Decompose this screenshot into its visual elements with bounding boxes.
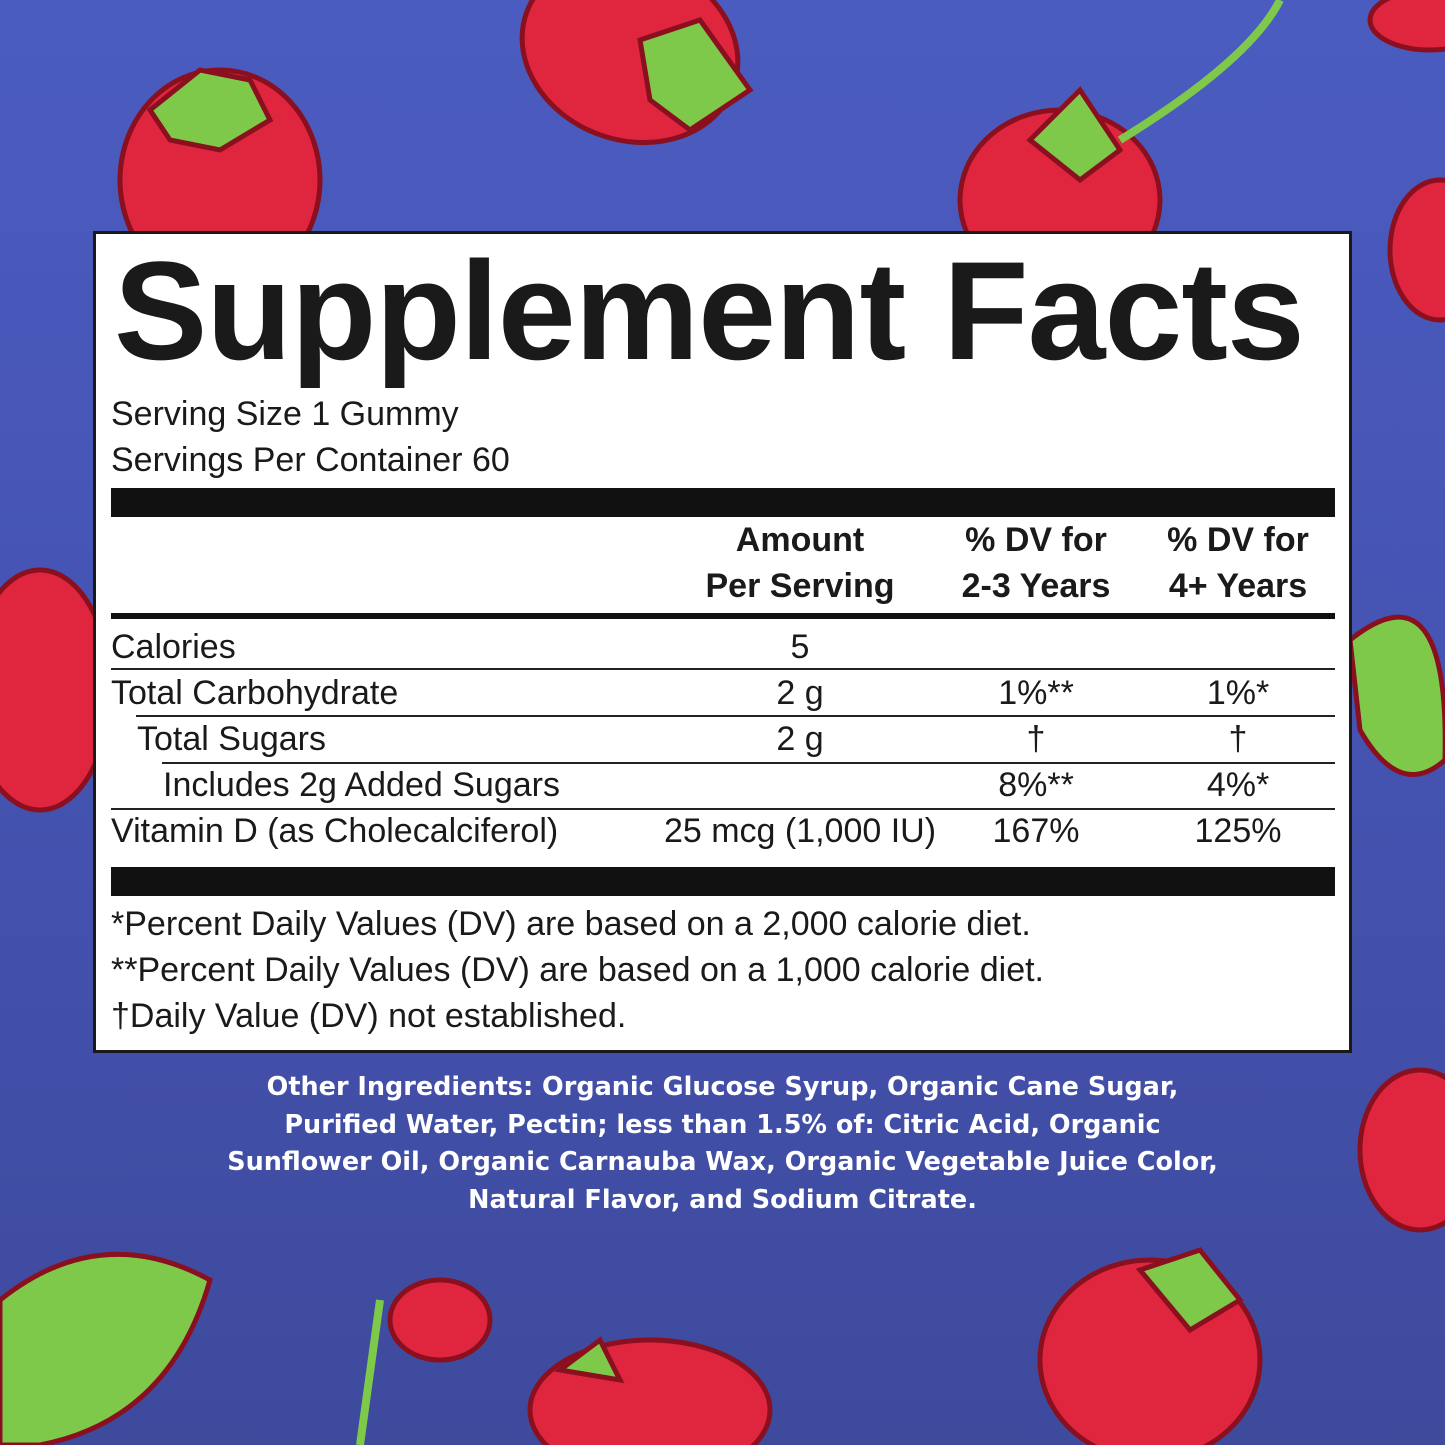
footnote: **Percent Daily Values (DV) are based on… [111,951,1044,989]
row-dv-2-3: 1%** [998,674,1074,712]
ingredients-line: Natural Flavor, and Sodium Citrate. [468,1184,977,1215]
page-title: Supplement Facts [114,232,1305,389]
row-name: Total Sugars [137,720,326,758]
row-dv-4: 4%* [1206,766,1270,804]
header-dv-4-line2: 4+ Years [1168,567,1308,605]
strawberry-icon [519,0,754,146]
divider-thin [111,668,1335,670]
row-dv-4: 125% [1194,812,1282,850]
row-name: Calories [111,628,236,666]
header-amount-line2: Per Serving [705,567,895,605]
row-dv-2-3: 8%** [998,766,1074,804]
divider-thick [111,867,1335,896]
row-dv-2-3: 167% [992,812,1080,850]
row-dv-4: † [1228,720,1248,758]
row-dv-4: 1%* [1206,674,1270,712]
supplement-facts-panel: Supplement Facts Serving Size 1 Gummy Se… [93,231,1352,1053]
footnote: †Daily Value (DV) not established. [111,997,627,1035]
ingredients-line: Other Ingredients: Organic Glucose Syrup… [266,1072,1179,1102]
row-dv-2-3: † [1026,720,1046,758]
strawberry-icon [1037,1247,1263,1445]
header-dv-2-3-line1: % DV for [965,521,1107,559]
row-amount: 2 g [776,674,824,712]
ingredients-line: Sunflower Oil, Organic Carnauba Wax, Org… [227,1147,1218,1177]
divider-thin [162,762,1335,764]
row-name: Vitamin D (as Cholecalciferol) [111,812,559,850]
row-name: Total Carbohydrate [111,674,399,712]
header-dv-4-line1: % DV for [1167,521,1309,559]
footnote: *Percent Daily Values (DV) are based on … [111,905,1031,943]
divider-medium [111,613,1335,619]
header-dv-2-3-line2: 2-3 Years [961,567,1111,605]
serving-size: Serving Size 1 Gummy [111,395,459,433]
divider-thin [111,808,1335,810]
strawberry-icon [1357,1067,1445,1233]
servings-per-container: Servings Per Container 60 [111,441,510,479]
row-name: Includes 2g Added Sugars [163,766,560,804]
header-amount-line1: Amount [735,521,865,559]
strawberry-icon [527,1336,773,1445]
leaf-icon [0,1251,213,1445]
other-ingredients: Other Ingredients: Organic Glucose Syrup… [0,1069,1445,1219]
row-amount: 25 mcg (1,000 IU) [663,812,937,850]
header-dv-2-3: % DV for 2-3 Years [962,517,1111,609]
divider-thick [111,488,1335,517]
strawberry-icon [1367,0,1445,323]
ingredients-line: Purified Water, Pectin; less than 1.5% o… [284,1109,1161,1140]
leaf-icon [1347,614,1445,777]
row-amount: 5 [790,628,810,666]
header-amount: Amount Per Serving [706,517,895,609]
divider-thin [136,715,1335,717]
strawberry-icon [356,1277,493,1445]
header-dv-4: % DV for 4+ Years [1167,517,1309,609]
row-amount: 2 g [776,720,824,758]
